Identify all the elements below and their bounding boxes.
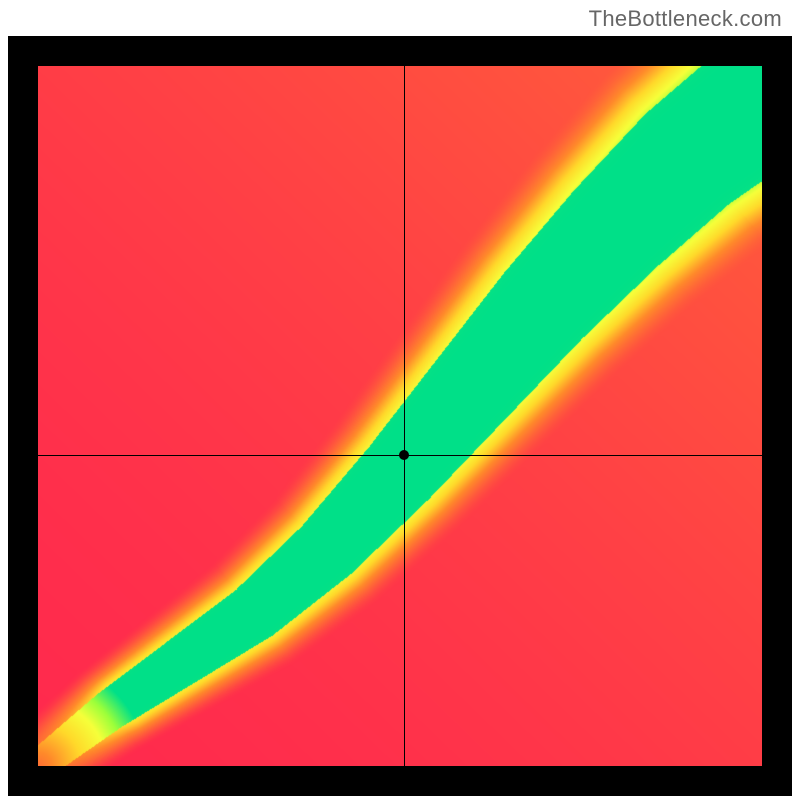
- figure-container: TheBottleneck.com: [0, 0, 800, 800]
- heatmap-canvas: [38, 66, 762, 766]
- crosshair-marker-dot: [399, 450, 409, 460]
- plot-frame: [8, 36, 792, 796]
- watermark-text: TheBottleneck.com: [589, 6, 782, 32]
- plot-area: [38, 66, 762, 766]
- crosshair-vertical: [404, 66, 405, 766]
